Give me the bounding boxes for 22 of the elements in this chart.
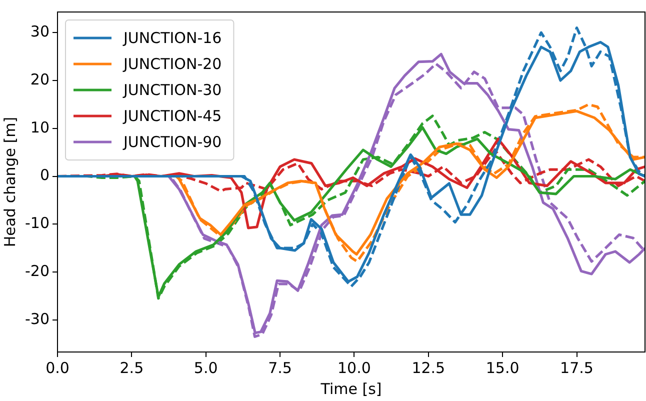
y-axis-title: Head change [m] (0, 116, 19, 248)
x-tick-label: 5.0 (194, 358, 218, 377)
y-tick-label: 10 (30, 118, 50, 136)
legend-label: JUNCTION-90 (122, 132, 222, 151)
x-tick-label: 0.0 (46, 358, 70, 377)
y-tick-label: 30 (30, 22, 50, 40)
legend-label: JUNCTION-20 (122, 54, 222, 73)
legend-label: JUNCTION-16 (122, 28, 222, 47)
x-tick-label: 2.5 (120, 358, 144, 377)
x-axis-title: Time [s] (320, 380, 382, 398)
legend-label: JUNCTION-30 (122, 80, 222, 99)
y-tick-label: 0 (40, 166, 50, 184)
y-tick-label: -10 (25, 214, 50, 232)
legend-label: JUNCTION-45 (122, 106, 222, 125)
x-tick-label: 7.5 (268, 358, 292, 377)
y-tick-label: 20 (30, 70, 50, 88)
x-tick-label: 12.5 (412, 358, 446, 377)
x-tick-label: 10.0 (338, 358, 371, 377)
y-tick-label: -30 (25, 310, 50, 328)
x-tick-label: 17.5 (560, 358, 594, 377)
y-tick-label: -20 (25, 262, 50, 280)
x-tick-label: 15.0 (486, 358, 520, 377)
